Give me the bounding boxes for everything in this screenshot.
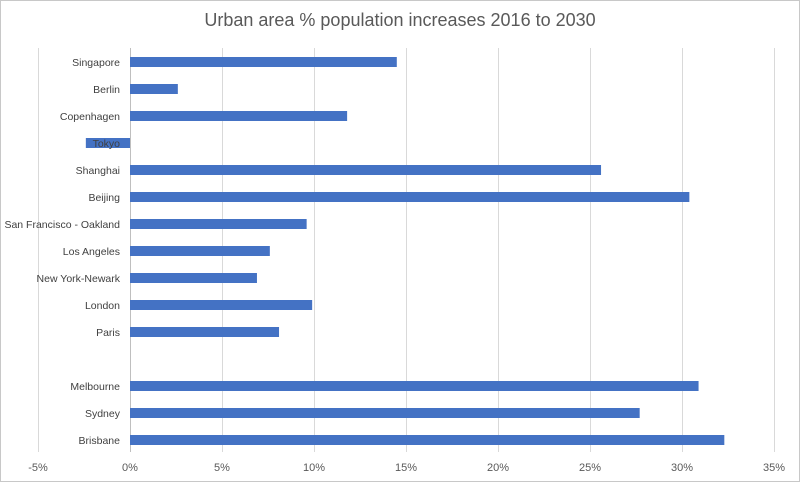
category-label: Sydney	[85, 408, 121, 420]
x-tick-label: 25%	[579, 462, 601, 474]
bar	[130, 327, 280, 337]
x-tick-label: 0%	[122, 462, 138, 474]
category-label: Copenhagen	[60, 111, 120, 123]
category-label: Paris	[96, 327, 120, 339]
bar	[130, 408, 640, 418]
bar	[130, 246, 270, 256]
bar	[130, 381, 699, 391]
category-label: Singapore	[72, 57, 120, 69]
bar	[85, 138, 130, 148]
category-label: San Francisco - Oakland	[4, 219, 120, 231]
category-label: Los Angeles	[63, 246, 120, 258]
x-tick-label: 10%	[303, 462, 325, 474]
category-label: Tokyo	[93, 138, 121, 150]
x-tick-label: 15%	[395, 462, 417, 474]
category-labels: Singapore Berlin Copenhagen Tokyo Shanghai Be…	[4, 57, 120, 447]
bar	[130, 300, 313, 310]
x-tick-label: -5%	[28, 462, 48, 474]
category-label: Beijing	[88, 192, 120, 204]
bar	[130, 219, 307, 229]
category-label: Shanghai	[76, 165, 120, 177]
category-label: London	[85, 300, 120, 312]
category-label: Brisbane	[79, 435, 121, 447]
bar	[130, 165, 602, 175]
bar	[130, 192, 690, 202]
chart-title: Urban area % population increases 2016 t…	[204, 10, 596, 30]
bar	[130, 111, 348, 121]
bar	[130, 57, 397, 67]
x-tick-label: 5%	[214, 462, 230, 474]
x-tick-label: 30%	[671, 462, 693, 474]
category-label: New York-Newark	[37, 273, 121, 285]
bar	[130, 84, 178, 94]
category-label: Melbourne	[70, 381, 120, 393]
x-tick-label: 20%	[487, 462, 509, 474]
x-tick-labels: -5% 0% 5% 10% 15% 20% 25% 30% 35%	[28, 462, 785, 474]
bar	[130, 273, 257, 283]
x-tick-label: 35%	[763, 462, 785, 474]
category-label: Berlin	[93, 84, 120, 96]
bars	[85, 57, 725, 445]
bar	[130, 435, 725, 445]
